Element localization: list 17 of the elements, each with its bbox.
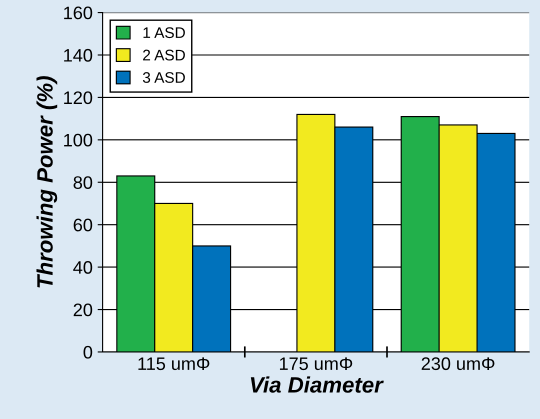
x-tick-label: 175 umΦ — [280, 357, 352, 370]
y-tick-label: 40 — [73, 261, 92, 274]
y-tick-label: 60 — [74, 218, 92, 232]
y-axis-title: Throwing Power (%) — [36, 76, 58, 288]
legend-label: 3 ASD — [142, 72, 185, 83]
legend-label: 2 ASD — [143, 50, 185, 60]
y-tick-label: 120 — [64, 91, 92, 104]
y-tick-label: 140 — [64, 48, 92, 62]
x-tick-label: 230 umΦ — [422, 357, 494, 370]
x-axis-title: Via Diameter — [250, 376, 384, 393]
y-tick-label: 100 — [64, 134, 92, 147]
x-tick-label: 115 umΦ — [138, 357, 210, 370]
y-tick-label: 20 — [74, 303, 92, 316]
y-tick-label: 160 — [64, 6, 92, 20]
y-tick-label: 0 — [84, 346, 92, 359]
y-tick-label: 80 — [74, 176, 92, 189]
legend-label: 1 ASD — [143, 27, 185, 38]
